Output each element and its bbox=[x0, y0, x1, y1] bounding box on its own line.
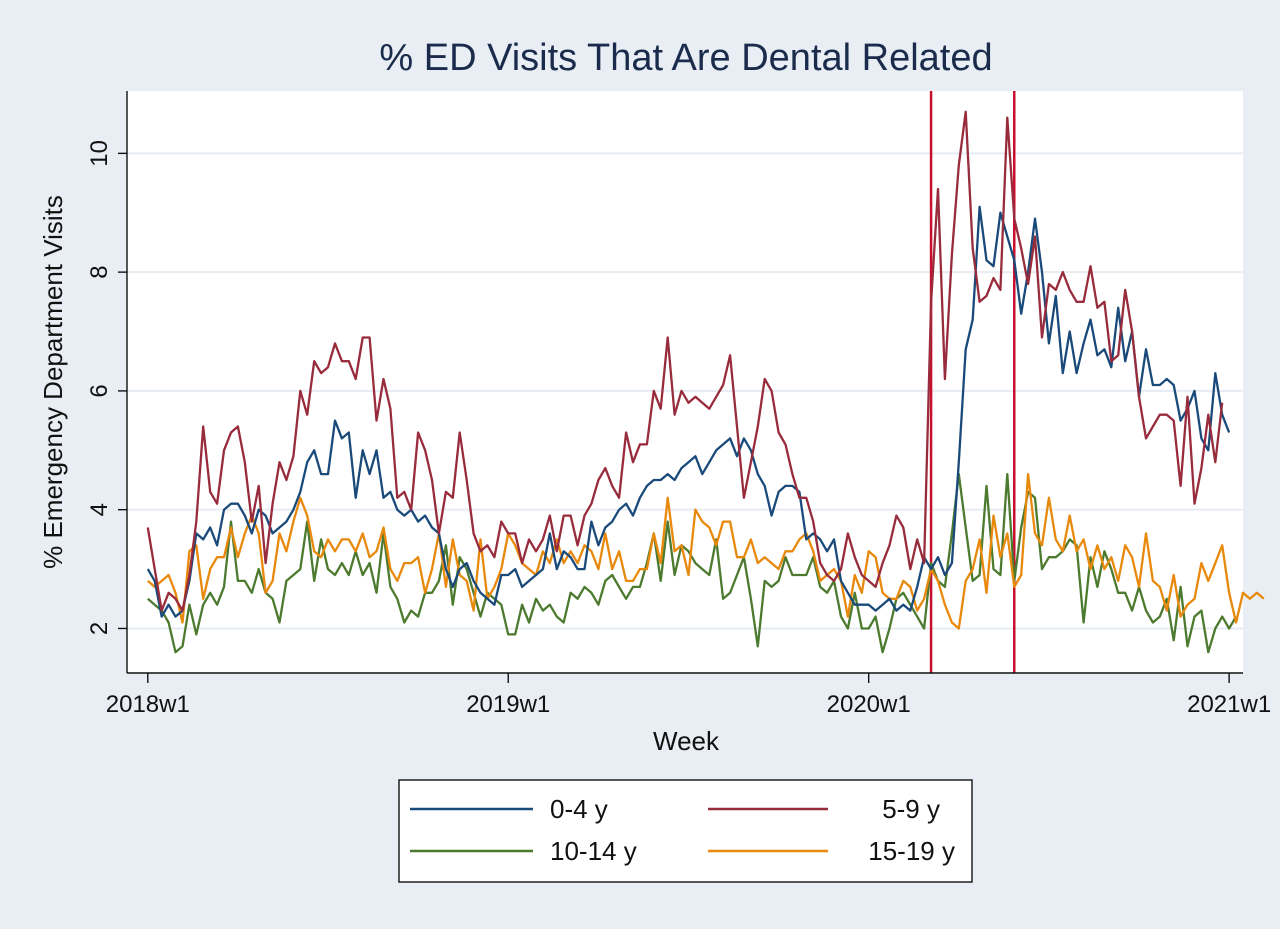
y-tick-label: 2 bbox=[86, 622, 113, 635]
y-tick-label: 10 bbox=[86, 140, 113, 167]
series-line-10-14-y bbox=[147, 472, 1238, 654]
plot-area bbox=[127, 91, 1243, 673]
chart-title: % ED Visits That Are Dental Related bbox=[379, 37, 992, 79]
y-tick-label: 6 bbox=[86, 384, 113, 397]
series-line-0-4-y bbox=[146, 205, 1231, 618]
series-line-5-9-y bbox=[146, 110, 1224, 612]
legend: 0-4 y 5-9 y 10-14 y 15-19 y bbox=[398, 779, 973, 883]
series-line-15-19-y bbox=[147, 472, 1265, 630]
y-axis-title: % Emergency Department Visits bbox=[38, 195, 68, 569]
x-tick-label: 2021w1 bbox=[1187, 691, 1271, 718]
x-tick-label: 2018w1 bbox=[106, 691, 190, 718]
y-axis-ticks: 2 4 6 8 10 bbox=[86, 140, 127, 635]
x-tick-label: 2019w1 bbox=[466, 691, 550, 718]
legend-label: 10-14 y bbox=[550, 836, 637, 866]
axes bbox=[126, 91, 1243, 674]
grid-lines bbox=[127, 152, 1243, 630]
legend-items: 0-4 y 5-9 y 10-14 y 15-19 y bbox=[410, 794, 955, 866]
y-tick-label: 8 bbox=[86, 265, 113, 278]
y-tick-label: 4 bbox=[86, 503, 113, 516]
legend-label: 0-4 y bbox=[550, 794, 608, 824]
legend-label: 15-19 y bbox=[868, 836, 955, 866]
x-axis-title: Week bbox=[653, 726, 720, 756]
legend-label: 5-9 y bbox=[882, 794, 940, 824]
x-axis-ticks: 2018w1 2019w1 2020w1 2021w1 bbox=[106, 673, 1271, 718]
series-lines bbox=[146, 110, 1265, 654]
legend-box bbox=[398, 779, 973, 883]
x-tick-label: 2020w1 bbox=[827, 691, 911, 718]
